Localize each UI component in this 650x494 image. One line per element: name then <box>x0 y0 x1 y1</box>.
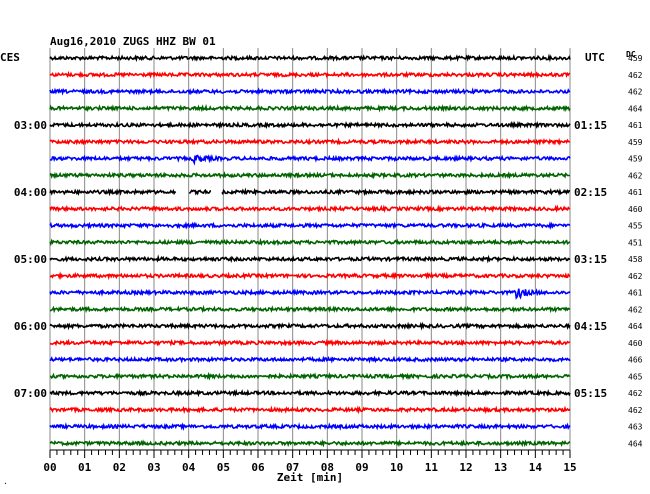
x-tick-label-05: 05 <box>217 461 230 474</box>
trace-2 <box>49 87 571 96</box>
trace-9 <box>49 204 571 214</box>
trace-18 <box>49 355 571 364</box>
x-tick-label-01: 01 <box>78 461 92 474</box>
x-tick-label-14: 14 <box>529 461 543 474</box>
dc-offset-value: 460 <box>628 205 643 214</box>
dc-offset-value: 461 <box>628 121 643 130</box>
utc-time-label: 05:15 <box>574 387 607 400</box>
utc-time-label: 02:15 <box>574 186 607 199</box>
dc-offset-value: 465 <box>628 372 643 381</box>
x-tick-label-13: 13 <box>494 461 507 474</box>
trace-13 <box>49 271 571 281</box>
x-tick-label-09: 09 <box>355 461 368 474</box>
x-tick-label-02: 02 <box>113 461 126 474</box>
dc-offset-value: 459 <box>628 155 643 164</box>
trace-16 <box>49 321 571 331</box>
trace-15 <box>50 304 571 314</box>
x-tick-label-15: 15 <box>563 461 576 474</box>
trace-0 <box>49 53 571 63</box>
seismic-traces <box>49 53 571 448</box>
trace-22 <box>49 422 571 431</box>
dc-offset-value: 464 <box>628 439 643 448</box>
dc-offset-column: 459 462 462 464 461 459 459 462 461 460 455 451 458 4… <box>628 54 643 448</box>
trace-17 <box>49 338 571 347</box>
dc-offset-value: 463 <box>628 423 643 432</box>
x-tick-label-10: 10 <box>390 461 403 474</box>
dc-offset-value: 462 <box>628 171 643 180</box>
dc-offset-value: 460 <box>628 339 643 348</box>
x-tick-label-11: 11 <box>425 461 439 474</box>
dc-offset-value: 462 <box>628 406 643 415</box>
dc-offset-value: 462 <box>628 305 643 314</box>
x-tick-label-12: 12 <box>459 461 472 474</box>
ces-time-label: 04:00 <box>14 186 47 199</box>
x-tick-label-03: 03 <box>147 461 160 474</box>
dc-offset-value: 462 <box>628 71 643 80</box>
trace-20 <box>49 388 571 398</box>
trace-3 <box>49 103 571 113</box>
chart-title: Aug16,2010 ZUGS HHZ BW 01 <box>50 35 216 48</box>
time-labels: 03:00 04:00 05:00 06:00 07:00 01:15 02:15 03:15… <box>14 119 607 400</box>
x-tick-label-06: 06 <box>251 461 265 474</box>
dc-offset-value: 462 <box>628 88 643 97</box>
trace-5 <box>49 137 571 146</box>
trace-23 <box>49 439 571 448</box>
trace-14 <box>49 288 571 300</box>
trace-6 <box>49 154 571 166</box>
dc-offset-value: 464 <box>628 104 643 113</box>
trace-21 <box>49 405 571 415</box>
utc-time-label: 01:15 <box>574 119 607 132</box>
dc-offset-value: 455 <box>628 222 643 231</box>
x-tick-label-00: 00 <box>43 461 56 474</box>
utc-time-label: 03:15 <box>574 253 607 266</box>
minute-grid <box>49 48 571 450</box>
dc-offset-value: 461 <box>628 289 643 298</box>
dc-offset-value: 462 <box>628 272 643 281</box>
left-axis-label: CES <box>0 51 20 64</box>
dc-offset-value: 458 <box>628 255 643 264</box>
x-tick-label-08: 08 <box>321 461 334 474</box>
dc-offset-value: 461 <box>628 188 643 197</box>
utc-time-label: 04:15 <box>574 320 607 333</box>
ces-time-label: 05:00 <box>14 253 47 266</box>
x-tick-label-04: 04 <box>182 461 196 474</box>
trace-8 <box>49 187 571 197</box>
ces-time-label: 03:00 <box>14 119 47 132</box>
dc-offset-value: 451 <box>628 238 643 247</box>
dc-offset-value: 459 <box>628 54 643 63</box>
x-axis-title: Zeit [min] <box>277 471 343 484</box>
corner-mark: . <box>3 477 8 486</box>
trace-4 <box>49 120 571 130</box>
dc-offset-value: 462 <box>628 389 643 398</box>
x-axis: 00 01 02 03 04 05 06 07 08 09 10 11 12 13 14 15 <box>43 449 577 474</box>
ces-time-label: 07:00 <box>14 387 47 400</box>
right-axis-label: UTC <box>585 51 605 64</box>
trace-1 <box>49 70 571 79</box>
ces-time-label: 06:00 <box>14 320 47 333</box>
x-tick-label-07: 07 <box>286 461 299 474</box>
trace-7 <box>49 170 570 180</box>
trace-10 <box>49 221 571 231</box>
trace-12 <box>49 254 571 264</box>
trace-11 <box>49 237 571 247</box>
trace-19 <box>49 371 571 381</box>
dc-offset-value: 466 <box>628 356 643 365</box>
dc-offset-value: 459 <box>628 138 643 147</box>
dc-column-label: DC <box>626 50 636 59</box>
dc-offset-value: 464 <box>628 322 643 331</box>
